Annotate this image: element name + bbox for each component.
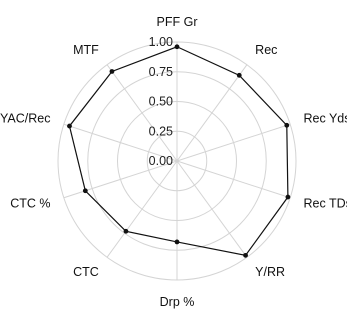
data-point <box>67 123 72 129</box>
axis-label: PFF Gr <box>157 15 198 29</box>
axis-spoke <box>106 64 178 162</box>
axis-label: Rec Yds <box>303 112 347 126</box>
axis-spoke <box>63 123 178 162</box>
axis-spoke <box>176 123 291 162</box>
axis-label: CTC <box>73 265 99 279</box>
series-layer <box>67 44 291 258</box>
axis-labels: PFF Gr Rec Rec Yds Rec TDs Y/RR Drp % CTC CTC %… <box>0 15 347 309</box>
data-point <box>174 44 180 50</box>
radial-tick-label: 0.00 <box>149 154 173 168</box>
axis-spoke <box>176 160 248 258</box>
axis-spoke <box>106 160 178 258</box>
axis-label: CTC % <box>10 196 50 210</box>
data-point <box>174 239 180 245</box>
axis-label: Rec <box>255 43 277 57</box>
grid-layer <box>57 41 297 281</box>
axis-label: Y/RR <box>255 265 285 279</box>
axis-label: Rec TDs <box>303 196 347 210</box>
data-point <box>123 228 129 234</box>
data-point <box>236 72 242 78</box>
axis-label: YAC/Rec <box>0 112 50 126</box>
data-point <box>109 69 115 74</box>
data-point <box>284 122 290 128</box>
data-point <box>243 252 248 258</box>
tick-labels: 0.00 0.25 0.50 0.75 1.00 <box>149 35 173 168</box>
data-point <box>285 194 291 200</box>
axis-spoke <box>176 64 248 162</box>
axis-label: MTF <box>73 43 99 57</box>
radial-tick-label: 0.75 <box>149 65 173 79</box>
radial-tick-label: 0.25 <box>149 124 173 138</box>
axis-spoke <box>176 160 291 199</box>
radial-tick-label: 0.50 <box>149 95 173 109</box>
data-point <box>82 188 88 194</box>
radial-tick-label: 1.00 <box>149 35 173 49</box>
axis-label: Drp % <box>160 295 195 309</box>
axis-spoke <box>63 160 178 199</box>
series-polygon <box>68 46 289 257</box>
